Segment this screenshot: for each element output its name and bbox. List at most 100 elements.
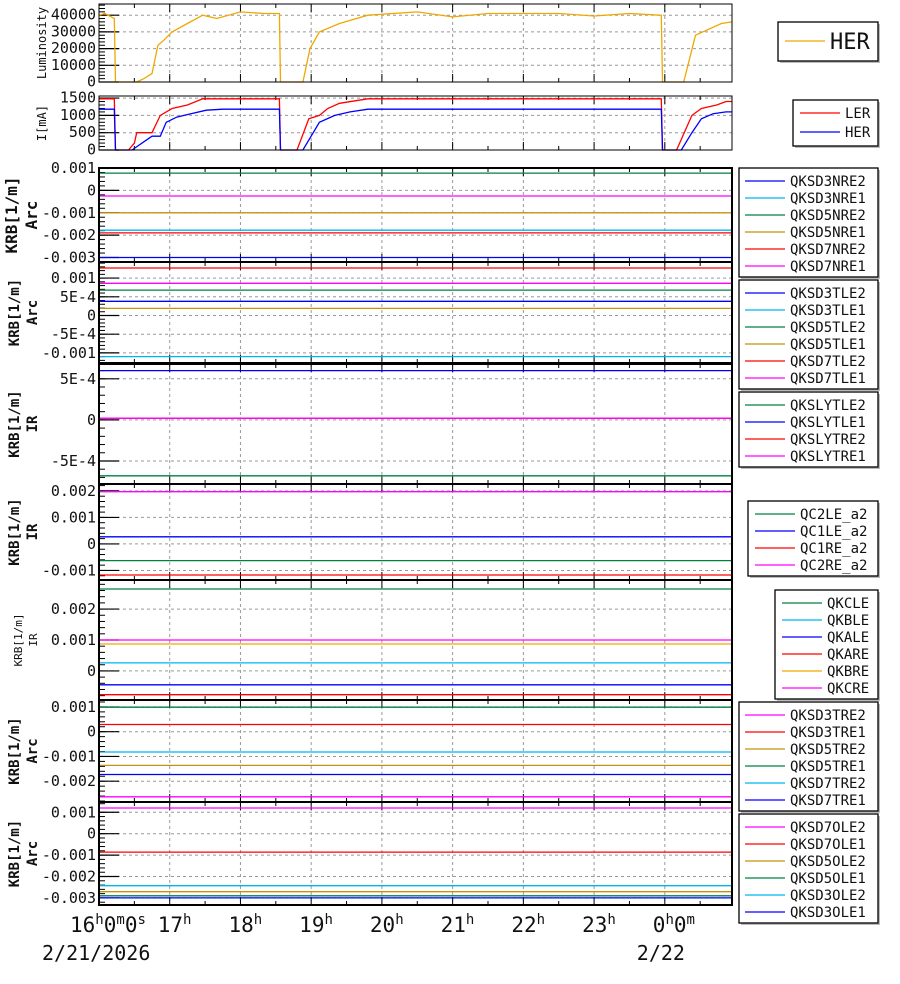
legend-label: QKSD3TLE2: [790, 286, 866, 302]
y-tick-label: 0: [87, 141, 96, 159]
y-tick-label: -0.003: [42, 889, 96, 907]
legend-label: QKSD3OLE2: [790, 888, 866, 904]
y-axis-label: IR: [25, 415, 41, 432]
legend-box: [738, 701, 879, 812]
legend-label: QKSLYTRE2: [790, 432, 866, 448]
plot-frame: [98, 3, 733, 83]
y-tick-label: 0: [87, 825, 96, 843]
plot-frame: [98, 167, 733, 263]
x-tick-value: 20: [370, 913, 395, 937]
x-date-label: 2/21/2026: [42, 941, 150, 965]
x-tick-unit: h: [183, 912, 191, 928]
legend-label: QKALE: [827, 630, 869, 646]
y-axis-label: Arc: [22, 201, 41, 230]
legend-label: QKSD5TLE2: [790, 320, 866, 336]
y-tick-label: 500: [69, 123, 96, 141]
y-axis-label: Arc: [25, 738, 41, 763]
legend-1: HER: [777, 21, 880, 63]
y-axis-label: KRB[1/m]: [7, 498, 23, 565]
y-axis-label: KRB[1/m]: [12, 614, 25, 667]
x-tick-label: 22h: [511, 912, 545, 937]
legend-label: QKSD7TRE2: [790, 776, 866, 792]
legend-label: QKSD3TRE2: [790, 708, 866, 724]
legend-label: QKSD7NRE2: [790, 242, 866, 258]
y-axis-label: KRB[1/m]: [7, 390, 23, 457]
legend-label: QC2RE_a2: [800, 558, 867, 574]
y-tick-label: 0: [87, 181, 96, 199]
legend-8: QKSD3TRE2QKSD3TRE1QKSD5TRE2QKSD5TRE1QKSD…: [738, 701, 880, 813]
legend-label: QKSD5NRE1: [790, 225, 866, 241]
y-tick-label: -5E-4: [51, 452, 96, 470]
legend-label: QKSLYTLE1: [790, 415, 866, 431]
y-tick-label: 0.001: [51, 159, 96, 177]
x-tick-value: 0: [125, 913, 138, 937]
legend-label: QKSD7OLE1: [790, 837, 866, 853]
legend-4: QKSD3TLE2QKSD3TLE1QKSD5TLE2QKSD5TLE1QKSD…: [738, 279, 880, 391]
y-axis-label: IR: [27, 633, 40, 647]
panel-5: 5E-4 0 -5E-4 KRB[1/m] IR: [7, 363, 733, 485]
y-tick-label: 0: [87, 535, 96, 553]
legend-label: QKSD3TRE1: [790, 725, 866, 741]
legend-label: QKSD5OLE1: [790, 871, 866, 887]
x-tick-value: 0: [674, 913, 687, 937]
x-tick-unit: h: [324, 912, 332, 928]
legend-box: [792, 99, 879, 147]
legend-label: QKCLE: [827, 596, 869, 612]
legend-label: QKSD3OLE1: [790, 905, 866, 921]
legend-3: QKSD3NRE2QKSD3NRE1QKSD5NRE2QKSD5NRE1QKSD…: [738, 167, 880, 279]
series-line-HER: [99, 108, 732, 151]
legend-label: QKSD3TLE1: [790, 303, 866, 319]
y-tick-label: -0.001: [42, 561, 96, 579]
legend-label: QKSLYTRE1: [790, 449, 866, 465]
x-tick-unit: m: [116, 912, 124, 928]
legend-2: LER HER: [792, 99, 880, 148]
y-tick-label: -5E-4: [51, 325, 96, 343]
y-tick-label: 5E-4: [60, 370, 96, 388]
legend-9: QKSD7OLE2QKSD7OLE1QKSD5OLE2QKSD5OLE1QKSD…: [738, 813, 880, 925]
plot-frame: [98, 261, 733, 364]
y-tick-label: 20000: [51, 39, 96, 57]
y-tick-label: 0.001: [51, 803, 96, 821]
legend-label: QKSD5TRE2: [790, 742, 866, 758]
y-tick-label: -0.003: [42, 249, 96, 267]
y-tick-label: 0: [87, 411, 96, 429]
x-axis-labels: 16h0m0s 17h 18h 19h 20h 21h 22h 23h 0h0m2/21/202…: [42, 912, 695, 965]
legend-box: [738, 167, 879, 278]
y-tick-label: 0.002: [51, 600, 96, 618]
plot-frame: [98, 483, 733, 581]
x-tick-value: 23: [582, 913, 607, 937]
panel-3: 0.001 0 -0.001 -0.002 -0.003 KRB[1/m] Arc: [2, 159, 733, 267]
y-axis-label: Arc: [25, 300, 41, 325]
y-axis-label: KRB[1/m]: [7, 820, 23, 887]
panel-7: 0.002 0.001 0 KRB[1/m] IR: [12, 579, 733, 701]
x-tick-value: 16: [70, 913, 95, 937]
y-tick-label: -0.001: [42, 846, 96, 864]
legend-label: QKSD3NRE1: [790, 191, 866, 207]
legend-box: [738, 813, 879, 924]
y-axis-label: KRB[1/m]: [7, 717, 23, 784]
x-tick-value: 18: [228, 913, 253, 937]
y-tick-label: 0: [87, 73, 96, 91]
legend-box: [738, 279, 879, 390]
x-tick-unit: s: [137, 912, 145, 928]
y-tick-label: 5E-4: [60, 288, 96, 306]
x-tick-value: 22: [511, 913, 536, 937]
legend-label: QKSD7TRE1: [790, 793, 866, 809]
x-tick-label: 23h: [582, 912, 616, 937]
x-tick-unit: m: [687, 912, 695, 928]
plot-frame: [98, 699, 733, 803]
x-tick-value: 21: [441, 913, 466, 937]
y-axis-label: IR: [25, 523, 41, 540]
legend-box: [774, 589, 879, 700]
x-tick-value: 17: [158, 913, 183, 937]
x-tick-value: 0: [653, 913, 666, 937]
plot-frame: [98, 95, 733, 151]
y-axis-label: KRB[1/m]: [7, 279, 23, 346]
y-tick-label: 0.001: [51, 698, 96, 716]
x-tick-label: 19h: [299, 912, 333, 937]
y-tick-label: -0.001: [42, 344, 96, 362]
series-line-LER: [99, 98, 732, 151]
